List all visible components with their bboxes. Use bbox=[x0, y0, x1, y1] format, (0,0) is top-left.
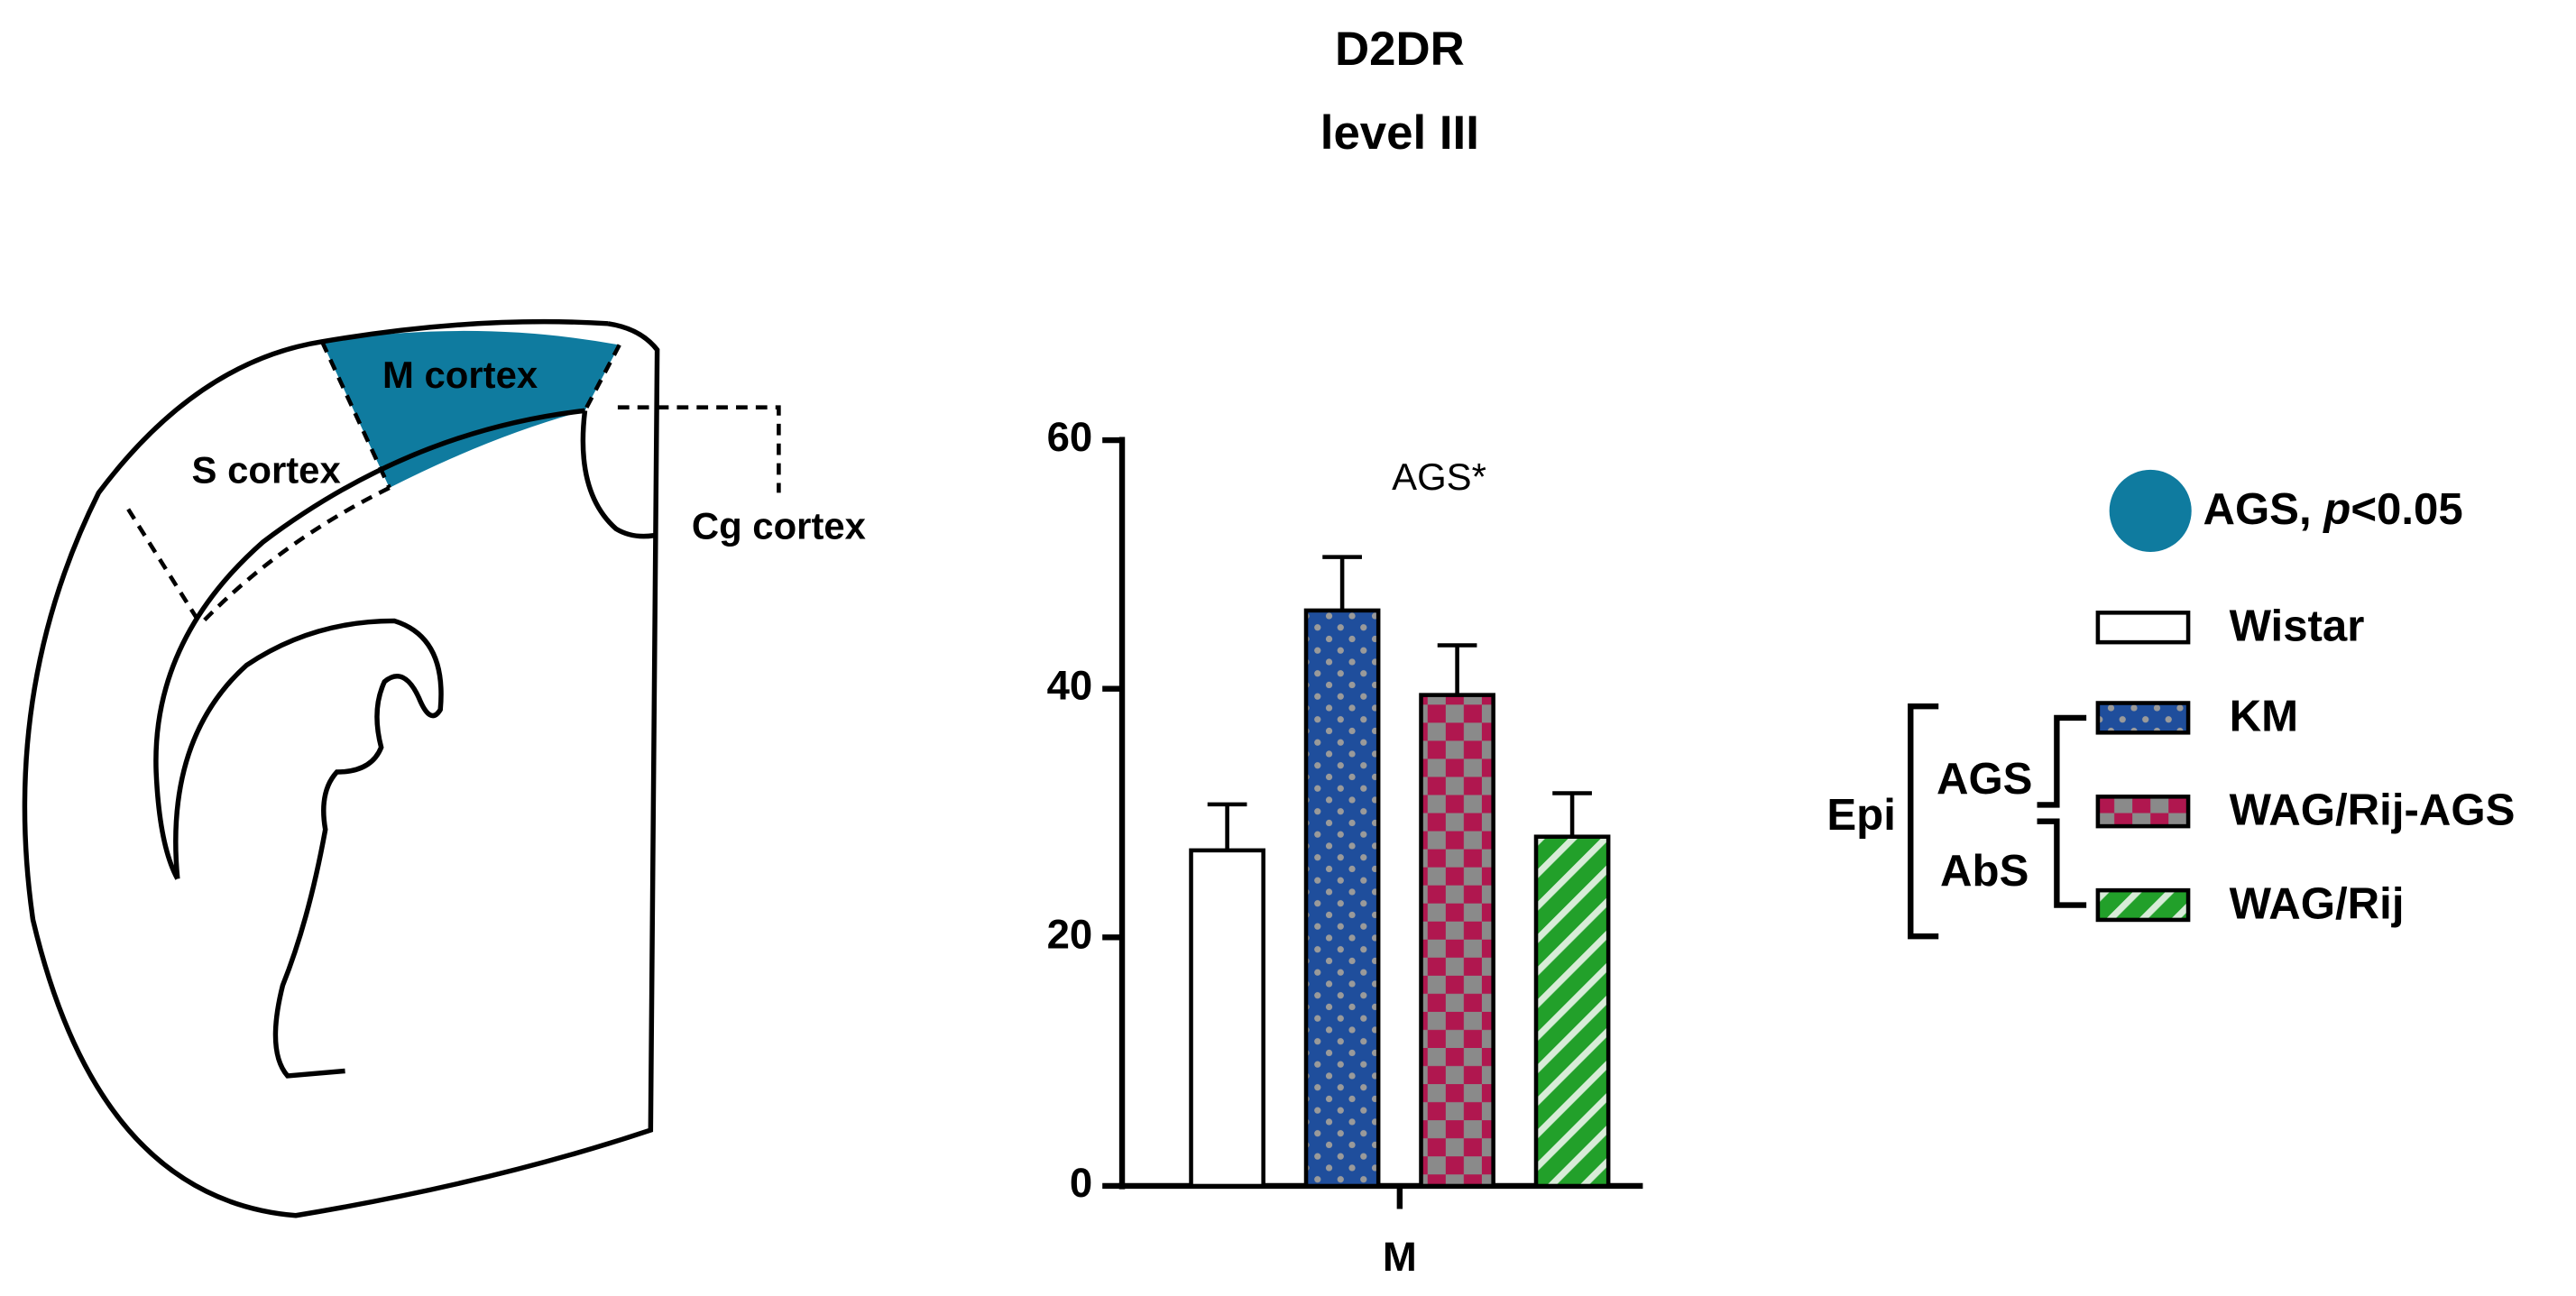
legend-swatch bbox=[2095, 795, 2191, 829]
dash bbox=[320, 340, 391, 489]
dash bbox=[617, 405, 781, 493]
y-tick-label: 20 bbox=[1047, 911, 1093, 957]
cortex-boundary bbox=[153, 408, 585, 880]
annotation: AGS* bbox=[1392, 455, 1486, 498]
brain-outline bbox=[22, 318, 660, 1218]
y-tick-label: 40 bbox=[1047, 663, 1093, 709]
legend-label: WAG/Rij-AGS bbox=[2230, 786, 2516, 835]
dash bbox=[198, 485, 391, 626]
cg-boundary bbox=[580, 409, 655, 539]
bar bbox=[1533, 834, 1611, 1189]
hippocampus-outline bbox=[173, 618, 444, 1079]
bar bbox=[1303, 608, 1381, 1189]
significance-legend: AGS, p<0.05 bbox=[2203, 484, 2462, 534]
legend-label: KM bbox=[2230, 692, 2298, 741]
group-label: Epi bbox=[1826, 790, 1895, 840]
legend-label: WAG/Rij bbox=[2230, 878, 2405, 928]
brain-diagram bbox=[22, 318, 781, 1218]
bracket bbox=[1908, 703, 1939, 940]
legend-label: Wistar bbox=[2230, 602, 2365, 651]
legend-swatch bbox=[2095, 701, 2191, 735]
group-label: AbS bbox=[1940, 846, 2029, 896]
legend-swatch bbox=[2095, 611, 2191, 645]
brain-label: M cortex bbox=[382, 354, 538, 396]
bracket bbox=[2037, 818, 2087, 908]
region-dashes bbox=[126, 340, 781, 626]
chart-title: D2DR bbox=[1335, 23, 1465, 76]
legend-text: p bbox=[2322, 484, 2351, 534]
legend-text: AGS, bbox=[2203, 484, 2311, 534]
bar bbox=[1419, 693, 1495, 1189]
y-tick-label: 60 bbox=[1047, 414, 1093, 460]
brain-label: Cg cortex bbox=[692, 505, 866, 547]
significance-dot bbox=[2109, 469, 2192, 552]
dash bbox=[126, 508, 203, 626]
group-brackets bbox=[1908, 703, 2087, 940]
y-tick-label: 0 bbox=[1070, 1160, 1092, 1206]
dash bbox=[583, 344, 621, 412]
x-tick-label: M bbox=[1383, 1234, 1417, 1280]
brain-label: S cortex bbox=[192, 449, 341, 492]
bracket bbox=[2037, 714, 2087, 808]
chart-subtitle: level III bbox=[1320, 106, 1479, 160]
legend-swatch bbox=[2095, 887, 2191, 923]
group-label: AGS bbox=[1937, 754, 2033, 804]
bar bbox=[1189, 848, 1265, 1189]
m-cortex-region bbox=[322, 330, 620, 488]
legend-text: <0.05 bbox=[2351, 484, 2462, 534]
